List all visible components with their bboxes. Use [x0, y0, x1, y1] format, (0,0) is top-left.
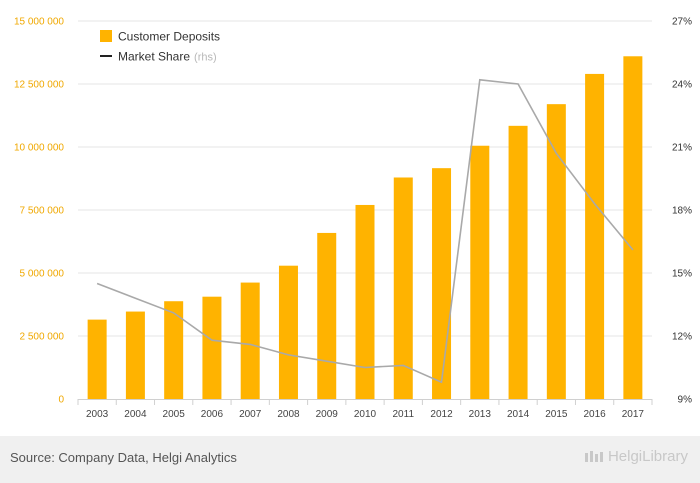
x-tick-label: 2003 — [86, 409, 109, 420]
bar — [623, 56, 643, 399]
bar — [355, 204, 375, 399]
bar — [240, 282, 260, 399]
legend-note-rhs: (rhs) — [194, 52, 217, 64]
x-tick-label: 2017 — [622, 409, 645, 420]
legend-label-deposits: Customer Deposits — [118, 30, 220, 44]
chart: 0 9% 2 500 000 12% 5 000 000 15% 7 500 000 18% 1… — [14, 17, 693, 421]
x-tick-label: 2016 — [583, 409, 606, 420]
y-right-tick-label: 27% — [672, 17, 692, 28]
x-tick-label: 2015 — [545, 409, 568, 420]
bar — [278, 265, 298, 399]
x-tick-label: 2012 — [430, 409, 453, 420]
legend-swatch-deposits — [100, 30, 112, 42]
footer: Source: Company Data, Helgi Analytics He… — [0, 436, 700, 483]
x-tick-label: 2004 — [124, 409, 147, 420]
y-right-tick-label: 18% — [672, 206, 692, 217]
x-tick-label: 2008 — [277, 409, 300, 420]
bar — [470, 145, 490, 399]
x-tick-label: 2007 — [239, 409, 262, 420]
x-tick-label: 2011 — [393, 409, 415, 420]
y-left-tick-label: 0 — [58, 395, 64, 406]
bar — [432, 168, 452, 399]
x-tick-label: 2010 — [354, 409, 377, 420]
x-tick-label: 2006 — [201, 409, 224, 420]
bar — [87, 319, 107, 399]
bar — [317, 232, 337, 399]
bar — [202, 296, 222, 399]
y-right-tick-label: 9% — [678, 395, 693, 406]
legend-label-market-share: Market Share — [118, 50, 190, 64]
y-left-tick-label: 10 000 000 — [14, 143, 64, 154]
brand-name: HelgiLibrary — [607, 448, 688, 465]
y-right-tick-label: 24% — [672, 80, 692, 91]
market-share-line — [96, 78, 634, 384]
bar — [393, 177, 413, 399]
bar — [546, 104, 566, 399]
x-tick-label: 2014 — [507, 409, 530, 420]
bar — [164, 301, 184, 399]
x-tick-label: 2009 — [316, 409, 339, 420]
y-left-tick-label: 15 000 000 — [14, 17, 64, 28]
bar — [125, 311, 145, 399]
source-note: Source: Company Data, Helgi Analytics — [10, 450, 237, 465]
bar — [585, 73, 605, 400]
bar — [508, 125, 528, 399]
y-left-tick-label: 7 500 000 — [20, 206, 65, 217]
brand-logo: HelgiLibrary — [584, 448, 688, 465]
library-icon — [584, 451, 603, 462]
x-tick-label: 2013 — [469, 409, 492, 420]
x-tick-label: 2005 — [163, 409, 186, 420]
y-right-tick-label: 12% — [672, 332, 692, 343]
y-left-tick-label: 5 000 000 — [20, 269, 65, 280]
y-right-tick-label: 21% — [672, 143, 692, 154]
y-left-tick-label: 2 500 000 — [20, 332, 65, 343]
y-left-tick-label: 12 500 000 — [14, 80, 64, 91]
y-right-tick-label: 15% — [672, 269, 692, 280]
